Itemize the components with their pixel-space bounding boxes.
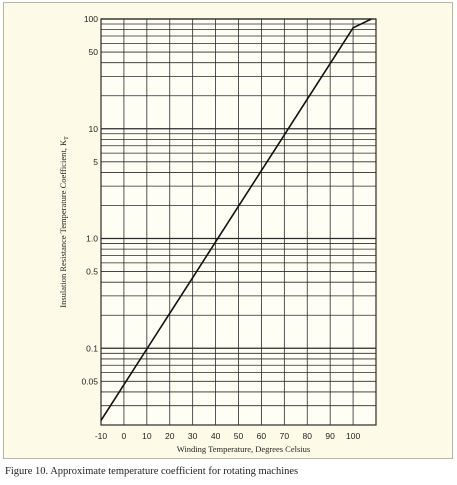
- x-tick-label: 20: [165, 431, 175, 441]
- x-tick-label: -10: [95, 431, 108, 441]
- x-tick-label: 10: [142, 431, 152, 441]
- y-tick-label: 100: [84, 14, 98, 24]
- x-tick-label: 30: [188, 431, 198, 441]
- plot-border: [100, 18, 377, 426]
- figure-frame: 100 50 10 5 1.0 0.5 0.1 0.05 -10 0 10 20 30 40 50 60 70 8…: [3, 2, 453, 459]
- series-line: [100, 18, 372, 421]
- x-tick-label: 40: [211, 431, 221, 441]
- chart-svg: 100 50 10 5 1.0 0.5 0.1 0.05 -10 0 10 20 30 40 50 60 70 8…: [58, 14, 377, 454]
- y-tick-label: 1.0: [86, 234, 98, 244]
- x-tick-label: 70: [280, 431, 290, 441]
- y-tick-label: 0.1: [86, 343, 98, 353]
- x-tick-label: 60: [257, 431, 267, 441]
- x-axis-label: Winding Temperature, Degrees Celsius: [177, 444, 310, 454]
- y-tick-label: 0.5: [86, 267, 98, 277]
- x-tick-label: 90: [325, 431, 335, 441]
- x-tick-label: 100: [346, 431, 360, 441]
- y-tick-label: 50: [89, 47, 99, 57]
- figure-caption: Figure 10. Approximate temperature coeff…: [5, 466, 299, 477]
- x-tick-label: 80: [303, 431, 313, 441]
- y-tick-label: 10: [89, 124, 99, 134]
- y-tick-label: 0.05: [81, 376, 98, 386]
- x-tick-label: 0: [122, 431, 127, 441]
- y-axis-label: Insulation Resistance Temperature Coeffi…: [58, 136, 70, 308]
- y-tick-label: 5: [93, 157, 98, 167]
- x-tick-label: 50: [234, 431, 244, 441]
